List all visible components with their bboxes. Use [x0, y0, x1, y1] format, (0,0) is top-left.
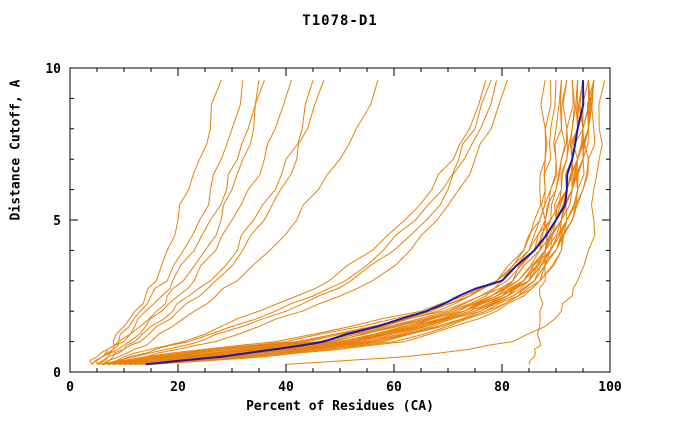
model-curve [140, 80, 596, 365]
model-curve [102, 80, 562, 365]
model-curve [113, 80, 562, 365]
model-curve [129, 80, 579, 365]
model-curve [134, 80, 584, 365]
model-curve [107, 80, 557, 365]
model-curve [118, 80, 568, 365]
model-curve [123, 80, 574, 365]
tick-labels: 0 20 40 60 80 100 0 5 10 [45, 62, 622, 395]
chart-title: T1078-D1 [302, 13, 378, 29]
model-curve [107, 80, 492, 365]
axis-ticks [69, 67, 611, 373]
model-curve [91, 80, 222, 365]
model-curve [113, 80, 508, 365]
y-axis-label: Distance Cutoff, A [8, 79, 24, 221]
model-curves [89, 80, 606, 366]
model-curve [96, 80, 314, 365]
x-tick-label: 60 [386, 380, 402, 395]
model-curve [102, 80, 590, 365]
model-curve [107, 80, 568, 365]
model-curve [123, 80, 579, 365]
model-curve [140, 80, 584, 365]
model-curve [89, 80, 260, 365]
model-curve [285, 80, 606, 365]
x-tick-label: 0 [66, 380, 74, 395]
model-curve [102, 80, 552, 365]
x-tick-label: 100 [598, 380, 622, 395]
x-tick-label: 20 [170, 380, 186, 395]
x-tick-label: 80 [494, 380, 510, 395]
model-curve [150, 80, 595, 365]
y-tick-label: 5 [53, 214, 61, 229]
highlight-curve [145, 80, 585, 366]
model-curve [118, 80, 595, 365]
model-curve [96, 80, 244, 365]
model-curve [107, 80, 592, 365]
model-curve [107, 80, 498, 365]
y-tick-label: 10 [45, 62, 61, 77]
model-curve [102, 80, 325, 365]
model-curve [113, 80, 575, 365]
model-curve [528, 80, 548, 365]
model-curve [96, 80, 584, 365]
model-curve [134, 80, 590, 365]
model-curve [129, 80, 589, 365]
model-curve [102, 80, 487, 365]
model-curve [113, 80, 595, 365]
model-curve [118, 80, 579, 365]
y-tick-label: 0 [53, 366, 61, 381]
model-curve [123, 80, 584, 365]
model-curve [96, 80, 292, 365]
model-curve [91, 80, 265, 365]
model-curve [102, 80, 379, 365]
x-axis-label: Percent of Residues (CA) [246, 399, 434, 414]
x-tick-label: 40 [278, 380, 294, 395]
